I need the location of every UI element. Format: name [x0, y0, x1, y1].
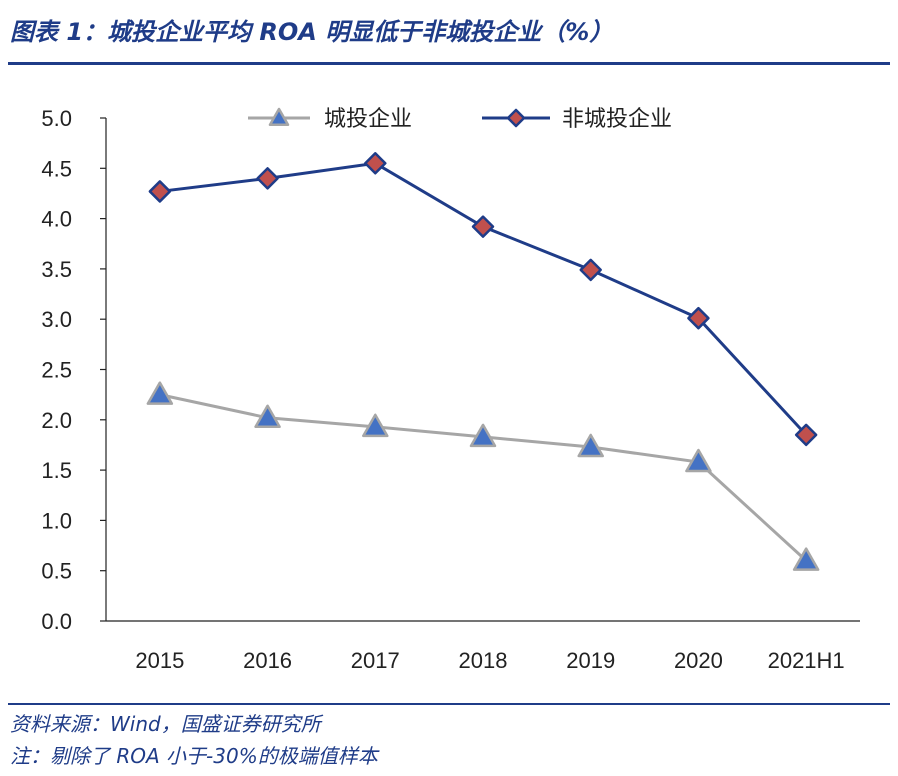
- x-tick-label: 2019: [566, 648, 615, 673]
- y-tick-label: 3.0: [41, 307, 72, 332]
- data-point: [148, 180, 172, 203]
- y-tick-label: 5.0: [41, 106, 72, 131]
- series-line: [159, 393, 808, 562]
- data-point: [685, 448, 712, 473]
- y-tick-label: 4.0: [41, 207, 72, 232]
- data-point: [362, 413, 389, 438]
- data-point: [146, 381, 174, 405]
- y-tick-label: 0.5: [41, 559, 72, 584]
- chart-series: [146, 152, 820, 571]
- series-line: [159, 161, 808, 436]
- y-tick-label: 3.5: [41, 257, 72, 282]
- data-point: [792, 547, 820, 571]
- footnote: 注：剔除了 ROA 小于-30%的极端值样本: [10, 744, 378, 768]
- data-point: [254, 404, 281, 429]
- x-tick-label: 2015: [135, 648, 184, 673]
- y-tick-label: 2.0: [41, 408, 72, 433]
- footer-divider: [8, 703, 890, 705]
- data-point: [579, 258, 602, 282]
- data-point: [471, 215, 495, 238]
- title-divider: [8, 62, 890, 65]
- y-tick-label: 4.5: [41, 156, 72, 181]
- data-point: [794, 423, 818, 447]
- data-point: [577, 433, 604, 458]
- legend-label: 非城投企业: [562, 107, 672, 132]
- x-tick-label: 2020: [674, 648, 723, 673]
- legend-marker: [268, 107, 290, 126]
- y-tick-label: 0.0: [41, 609, 72, 634]
- data-point: [469, 423, 497, 448]
- legend-label: 城投企业: [324, 107, 412, 132]
- x-tick-label: 2016: [243, 648, 292, 673]
- y-tick-label: 1.5: [41, 458, 72, 483]
- chart-legend: 城投企业 非城投企业: [248, 107, 672, 132]
- x-tick-label: 2017: [351, 648, 400, 673]
- y-axis-ticks: 0.0 0.5 1.0 1.5 2.0 2.5 3.0 3.5 4.0 4.5 5.0: [41, 106, 106, 634]
- x-axis-ticks: 2015 2016 2017 2018 2019 2020 2021H1: [135, 648, 844, 673]
- data-point: [687, 306, 710, 330]
- data-point: [364, 152, 387, 175]
- source-note: 资料来源：Wind，国盛证券研究所: [10, 712, 321, 736]
- y-tick-label: 1.0: [41, 508, 72, 533]
- data-point: [256, 167, 279, 190]
- x-tick-label: 2021H1: [768, 648, 845, 673]
- x-tick-label: 2018: [459, 648, 508, 673]
- line-chart: 0.00.51.01.52.02.53.03.54.04.55.0 2015 20…: [41, 106, 860, 673]
- y-tick-label: 2.5: [41, 358, 72, 383]
- chart-title: 图表 1：城投企业平均 ROA 明显低于非城投企业（%）: [10, 18, 614, 46]
- legend-marker: [506, 108, 526, 128]
